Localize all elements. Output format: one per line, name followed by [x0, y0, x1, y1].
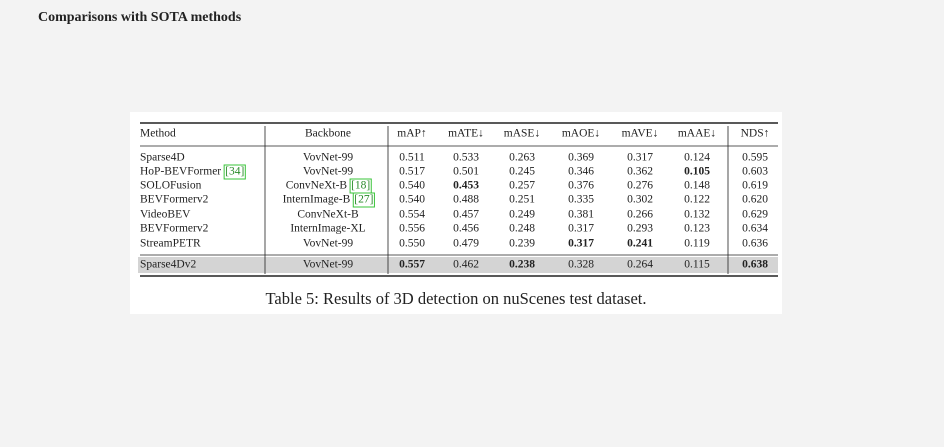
metric-value: 0.328 [568, 259, 594, 271]
metric-value: 0.239 [509, 238, 535, 250]
metric-value: 0.105 [684, 166, 710, 178]
metric-value: 0.263 [509, 152, 535, 164]
metric-value: 0.115 [684, 259, 710, 271]
column-header: NDS↑ [741, 128, 770, 140]
metric-value: 0.636 [742, 238, 768, 250]
metric-value: 0.251 [509, 194, 535, 206]
column-header: mAP↑ [397, 128, 426, 140]
metric-value: 0.317 [627, 152, 653, 164]
metric-value: 0.317 [568, 223, 594, 235]
metric-value: 0.620 [742, 194, 768, 206]
caption: Table 5: Results of 3D detection on nuSc… [265, 289, 646, 308]
metric-value: 0.517 [399, 166, 425, 178]
highlight-row [138, 257, 778, 273]
metric-value: 0.266 [627, 209, 653, 221]
citation: [18] [351, 180, 370, 192]
metric-value: 0.381 [568, 209, 594, 221]
method: Sparse4Dv2 [140, 259, 196, 271]
method: BEVFormerv2 [140, 194, 209, 206]
citation-box [352, 192, 375, 208]
metric-value: 0.540 [399, 194, 425, 206]
metric-value: 0.362 [627, 166, 653, 178]
metric-value: 0.619 [742, 180, 768, 192]
method: StreamPETR [140, 238, 201, 250]
metric-value: 0.634 [742, 223, 768, 235]
column-header: mAOE↓ [562, 128, 600, 140]
method: BEVFormerv2 [140, 223, 209, 235]
metric-value: 0.317 [568, 238, 594, 250]
backbone: VovNet-99 [303, 166, 354, 178]
metric-value: 0.554 [399, 209, 425, 221]
metric-value: 0.276 [627, 180, 653, 192]
column-header: Method [140, 128, 176, 140]
metric-value: 0.511 [399, 152, 425, 164]
metric-value: 0.122 [684, 194, 710, 206]
backbone: ConvNeXt-B [297, 209, 359, 221]
metric-value: 0.462 [453, 259, 479, 271]
column-header: mASE↓ [504, 128, 540, 140]
metric-value: 0.456 [453, 223, 479, 235]
backbone: VovNet-99 [303, 259, 354, 271]
column-header: mAAE↓ [678, 128, 716, 140]
metric-value: 0.638 [742, 259, 768, 271]
metric-value: 0.238 [509, 259, 535, 271]
method: Sparse4D [140, 152, 185, 164]
method: HoP-BEVFormer [140, 166, 221, 178]
metric-value: 0.556 [399, 223, 425, 235]
metric-value: 0.595 [742, 152, 768, 164]
metric-value: 0.264 [627, 259, 653, 271]
metric-value: 0.501 [453, 166, 479, 178]
metric-value: 0.550 [399, 238, 425, 250]
backbone: ConvNeXt-B [286, 180, 348, 192]
metric-value: 0.479 [453, 238, 479, 250]
metric-value: 0.335 [568, 194, 594, 206]
backbone: VovNet-99 [303, 152, 354, 164]
heading: Comparisons with SOTA methods [38, 10, 242, 25]
metric-value: 0.488 [453, 194, 479, 206]
citation-box [223, 164, 246, 180]
metric-value: 0.302 [627, 194, 653, 206]
metric-value: 0.245 [509, 166, 535, 178]
method: VideoBEV [140, 209, 191, 221]
metric-value: 0.148 [684, 180, 710, 192]
metric-value: 0.123 [684, 223, 710, 235]
metric-value: 0.132 [684, 209, 710, 221]
column-header: mATE↓ [448, 128, 484, 140]
metric-value: 0.533 [453, 152, 479, 164]
citation: [34] [225, 166, 244, 178]
metric-value: 0.124 [684, 152, 710, 164]
metric-value: 0.241 [627, 238, 653, 250]
metric-value: 0.457 [453, 209, 479, 221]
metric-value: 0.540 [399, 180, 425, 192]
metric-value: 0.376 [568, 180, 594, 192]
metric-value: 0.369 [568, 152, 594, 164]
metric-value: 0.603 [742, 166, 768, 178]
metric-value: 0.453 [453, 180, 479, 192]
metric-value: 0.248 [509, 223, 535, 235]
metric-value: 0.293 [627, 223, 653, 235]
backbone: InternImage-XL [290, 223, 365, 235]
citation: [27] [354, 194, 373, 206]
metric-value: 0.557 [399, 259, 425, 271]
metric-value: 0.346 [568, 166, 594, 178]
metric-value: 0.257 [509, 180, 535, 192]
column-separators [264, 126, 729, 274]
metric-value: 0.119 [684, 238, 710, 250]
column-header: Backbone [305, 128, 351, 140]
metric-value: 0.249 [509, 209, 535, 221]
method: SOLOFusion [140, 180, 202, 192]
column-header: mAVE↓ [622, 128, 659, 140]
backbone: InternImage-B [283, 194, 351, 206]
backbone: VovNet-99 [303, 238, 354, 250]
metric-value: 0.629 [742, 209, 768, 221]
